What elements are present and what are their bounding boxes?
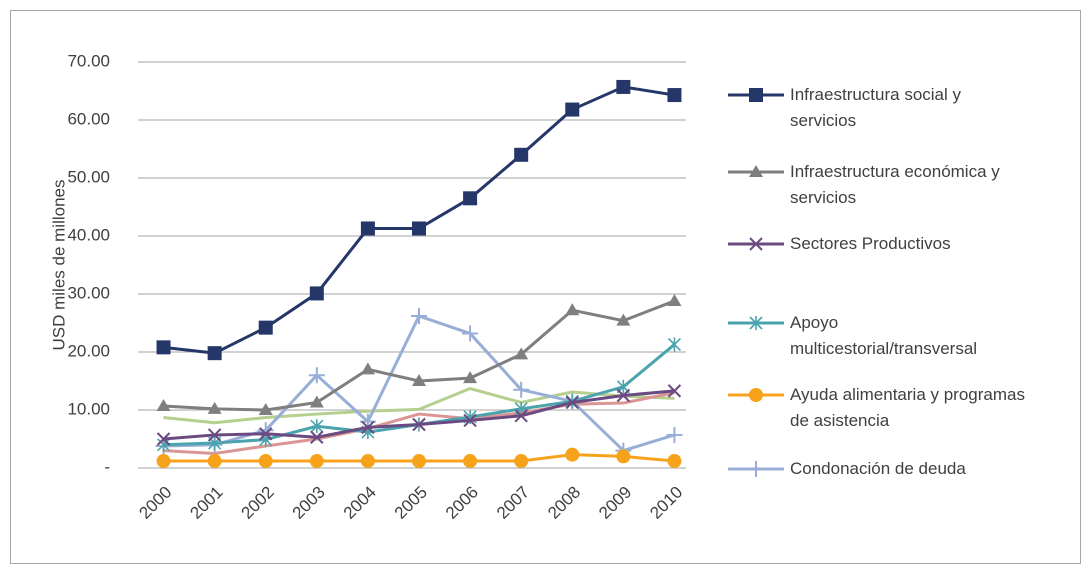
y-tick-label: - [104,457,110,476]
marker [360,454,375,469]
chart-border [10,10,1081,564]
marker [463,191,478,206]
marker [258,320,273,335]
marker [156,340,171,355]
y-tick-label: 30.00 [67,283,110,302]
marker [514,409,528,423]
x-tick-label: 2003 [289,483,329,523]
marker [309,395,324,408]
x-tick-label: 2000 [135,483,175,523]
marker [412,374,426,386]
legend-entry: Ayuda alimentaria y programas de asisten… [790,385,1025,430]
marker [565,447,580,462]
marker [207,428,222,442]
marker [514,347,529,360]
marker [514,147,529,162]
marker [462,325,479,342]
marker [463,413,477,428]
marker [259,427,273,441]
marker [156,454,171,469]
marker [412,221,426,236]
marker [309,286,324,301]
marker [565,303,580,316]
marker [514,454,529,469]
marker [156,398,171,411]
x-tick-label: 2007 [493,483,533,523]
marker [616,449,631,464]
series-line [163,387,675,425]
marker [749,237,763,251]
marker [616,388,631,403]
x-tick-label: 2006 [442,483,482,523]
marker [667,454,682,469]
marker [360,221,375,236]
y-tick-label: 10.00 [67,399,110,418]
marker [616,313,631,326]
marker [310,419,324,434]
marker [412,454,426,469]
marker [749,88,763,102]
x-tick-label: 2010 [646,483,686,523]
legend-entry: Condonación de deuda [790,459,966,478]
x-tick-label: 2009 [595,483,635,523]
legend-entry: Sectores Productivos [790,234,951,253]
marker [667,88,682,103]
y-tick-label: 20.00 [67,341,110,360]
legend-entry: Infraestructura económica y servicios [790,162,1000,207]
marker [749,316,763,330]
marker [463,454,478,469]
marker [308,367,325,384]
series-line [163,391,675,455]
marker [411,308,427,325]
marker [616,79,631,94]
x-tick-label: 2001 [186,483,226,523]
x-tick-label: 2005 [391,483,431,523]
marker [565,102,580,117]
marker [258,403,273,415]
marker [156,432,171,446]
marker [749,388,763,402]
marker [666,426,683,443]
y-axis-label: USD miles de millones [49,180,68,351]
marker [513,381,530,398]
marker [207,401,222,414]
marker [463,371,478,384]
x-tick-label: 2002 [238,483,278,523]
y-tick-label: 70.00 [67,51,110,70]
marker [667,384,682,398]
y-tick-label: 40.00 [67,225,110,244]
y-tick-label: 60.00 [67,109,110,128]
marker [258,454,273,469]
marker [749,165,763,177]
marker [565,395,579,410]
marker [412,417,426,432]
x-tick-label: 2004 [340,483,380,523]
marker [310,430,324,444]
marker [748,461,764,477]
marker [667,293,682,306]
legend-entry: Infraestructura social y servicios [790,85,962,130]
marker [207,454,222,469]
marker [667,337,682,352]
marker [361,420,375,435]
x-tick-label: 2008 [544,483,584,523]
marker [207,346,222,361]
legend-entry: Apoyo multicestorial/transversal [790,313,978,358]
y-tick-label: 50.00 [67,167,110,186]
marker [309,454,324,469]
marker [360,362,375,375]
